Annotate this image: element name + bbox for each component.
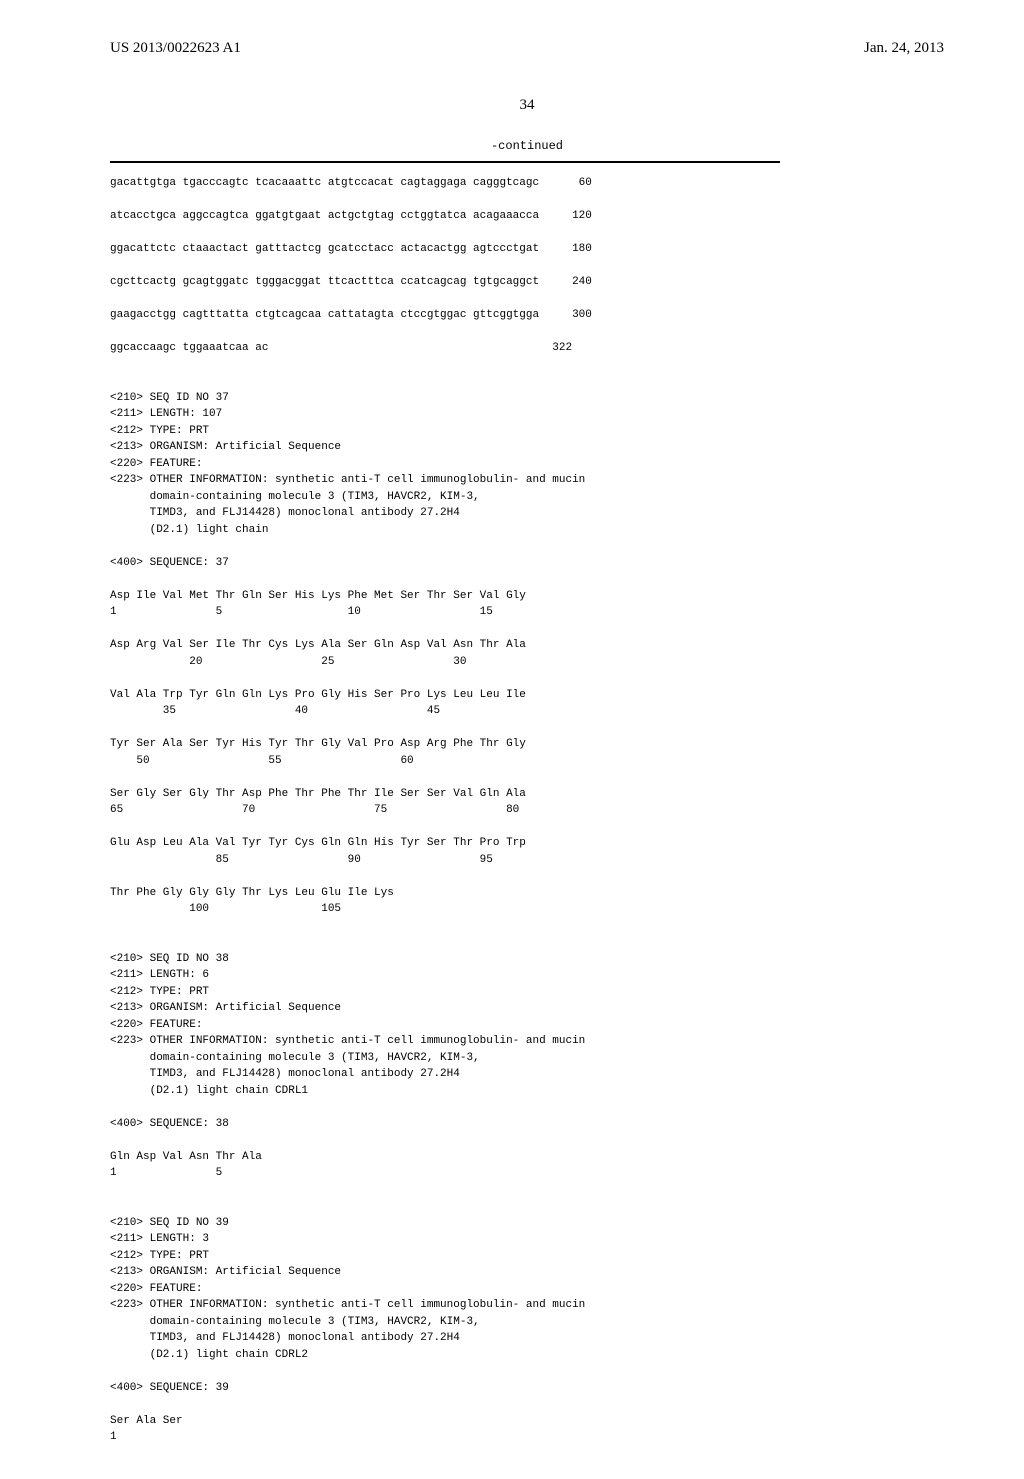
divider (110, 161, 780, 163)
patent-date: Jan. 24, 2013 (864, 40, 944, 57)
patent-number: US 2013/0022623 A1 (110, 40, 241, 57)
continued-label: -continued (110, 139, 944, 153)
sequence-listing: gacattgtga tgacccagtc tcacaaattc atgtcca… (110, 175, 944, 1479)
page-number: 34 (110, 97, 944, 114)
